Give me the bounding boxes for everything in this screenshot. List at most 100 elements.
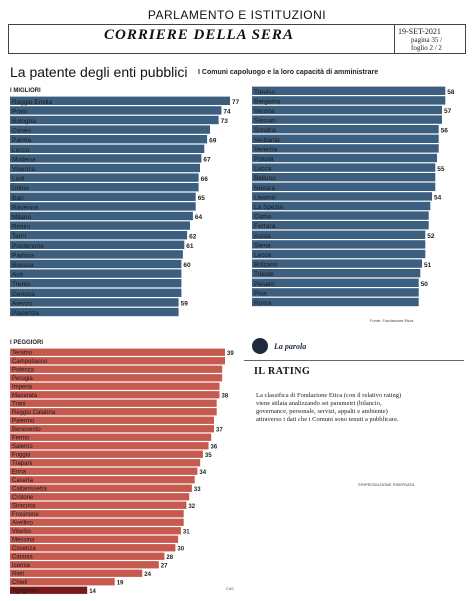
bar: [10, 408, 217, 416]
bar: [252, 240, 426, 249]
category-label: Caltanissetta: [12, 487, 47, 493]
value-label: 67: [203, 157, 211, 164]
bar: [252, 134, 439, 143]
category-label: Cuneo: [12, 128, 32, 135]
category-label: Brescia: [12, 262, 34, 269]
category-label: La Spezia: [254, 204, 283, 211]
category-label: Rieti: [12, 572, 24, 578]
bar: [252, 249, 426, 259]
value-label: 66: [201, 176, 209, 183]
bar: [10, 221, 190, 230]
category-label: Bolzano: [254, 262, 278, 269]
category-label: Udine: [12, 185, 29, 192]
bar: [10, 493, 190, 501]
value-label: 60: [183, 262, 191, 269]
category-label: Parma: [12, 137, 32, 144]
bar: [10, 192, 196, 201]
bar: [10, 561, 159, 569]
category-label: Sondrio: [254, 127, 277, 134]
category-label: Catania: [12, 555, 33, 561]
value-label: 37: [216, 427, 223, 433]
bar: [10, 211, 193, 221]
bar: [10, 450, 203, 458]
panel-title: I PEGGIORI: [10, 340, 43, 346]
masthead-box: CORRIERE DELLA SERA 19-SET-2021 pagina 3…: [8, 24, 466, 54]
category-label: Trapani: [12, 461, 32, 467]
value-label: 73: [221, 118, 229, 125]
category-label: Frosinone: [12, 512, 39, 518]
value-label: 65: [198, 195, 206, 202]
panel-title: I MIGLIORI: [10, 88, 41, 94]
category-label: Lucca: [254, 166, 272, 173]
newspaper-name: CORRIERE DELLA SERA: [104, 27, 294, 43]
category-label: Milano: [12, 214, 32, 221]
value-label: 38: [222, 393, 229, 399]
category-label: Pistoia: [254, 156, 274, 163]
value-label: 34: [199, 470, 206, 476]
article-subtitle: I Comuni capoluogo e la loro capacità di…: [198, 69, 379, 76]
bar: [10, 433, 212, 441]
bar: [10, 259, 182, 269]
bar: [252, 182, 436, 191]
section-label: PARLAMENTO E ISTITUZIONI: [147, 8, 327, 22]
chart-worst-panel: I PEGGIORI Teramo 39 Campobasso Potenza Perug…: [10, 340, 234, 595]
value-label: 64: [195, 214, 203, 221]
category-label: Chieti: [12, 580, 27, 586]
bar: [10, 115, 219, 125]
category-label: Arezzo: [12, 300, 33, 307]
bar: [10, 288, 182, 297]
bar: [10, 135, 208, 144]
value-label: 39: [227, 351, 234, 357]
category-label: Viterbo: [12, 529, 32, 535]
chart-mid-panel: Treviso 58 Bergamo Verona 57 Sassari Sondrio 56…: [252, 86, 455, 307]
category-label: Teramo: [12, 351, 33, 357]
bar: [252, 144, 439, 153]
category-label: Genova: [12, 291, 35, 298]
category-label: Sassari: [254, 118, 276, 125]
category-label: Palermo: [12, 419, 35, 425]
value-label: 57: [444, 108, 452, 115]
bar: [10, 391, 220, 399]
category-label: Lecce: [254, 252, 272, 259]
divider: [244, 360, 464, 361]
category-label: Verona: [254, 108, 275, 115]
bar: [10, 231, 188, 240]
bar: [252, 96, 446, 105]
bar: [10, 307, 179, 317]
category-label: Siracusa: [12, 504, 36, 510]
category-label: Reggio Emilia: [12, 99, 52, 106]
value-label: 31: [183, 529, 190, 535]
masthead-divider: [394, 25, 395, 53]
value-label: 54: [434, 195, 442, 202]
category-label: Livorno: [254, 194, 276, 201]
value-label: 35: [205, 453, 212, 459]
value-label: 52: [427, 233, 435, 240]
bar: [10, 442, 209, 450]
category-label: Trani: [12, 402, 25, 408]
bar: [252, 105, 442, 115]
value-label: 55: [437, 166, 445, 173]
bar: [252, 269, 421, 278]
value-label: 14: [89, 589, 96, 595]
bar: [10, 96, 230, 105]
bar: [10, 183, 199, 192]
category-label: Messina: [12, 538, 35, 544]
value-label: 59: [181, 301, 189, 308]
bar: [10, 544, 176, 552]
bar: [252, 259, 422, 268]
category-label: Pordenone: [12, 243, 44, 250]
category-label: Avellino: [12, 521, 34, 527]
bar: [10, 250, 183, 259]
category-label: Potenza: [12, 368, 35, 374]
bar: [252, 297, 419, 307]
bar: [10, 476, 195, 484]
bar: [252, 278, 419, 287]
category-label: Aosta: [254, 233, 271, 240]
category-label: Lecco: [12, 147, 30, 154]
value-label: 24: [144, 572, 151, 578]
category-label: Padova: [12, 252, 34, 259]
bar: [10, 382, 220, 390]
chart-best-panel: I MIGLIORI Reggio Emilia 77 Prato 74 Bologna 7…: [10, 88, 240, 317]
value-label: 33: [194, 487, 201, 493]
value-label: 30: [177, 546, 184, 552]
